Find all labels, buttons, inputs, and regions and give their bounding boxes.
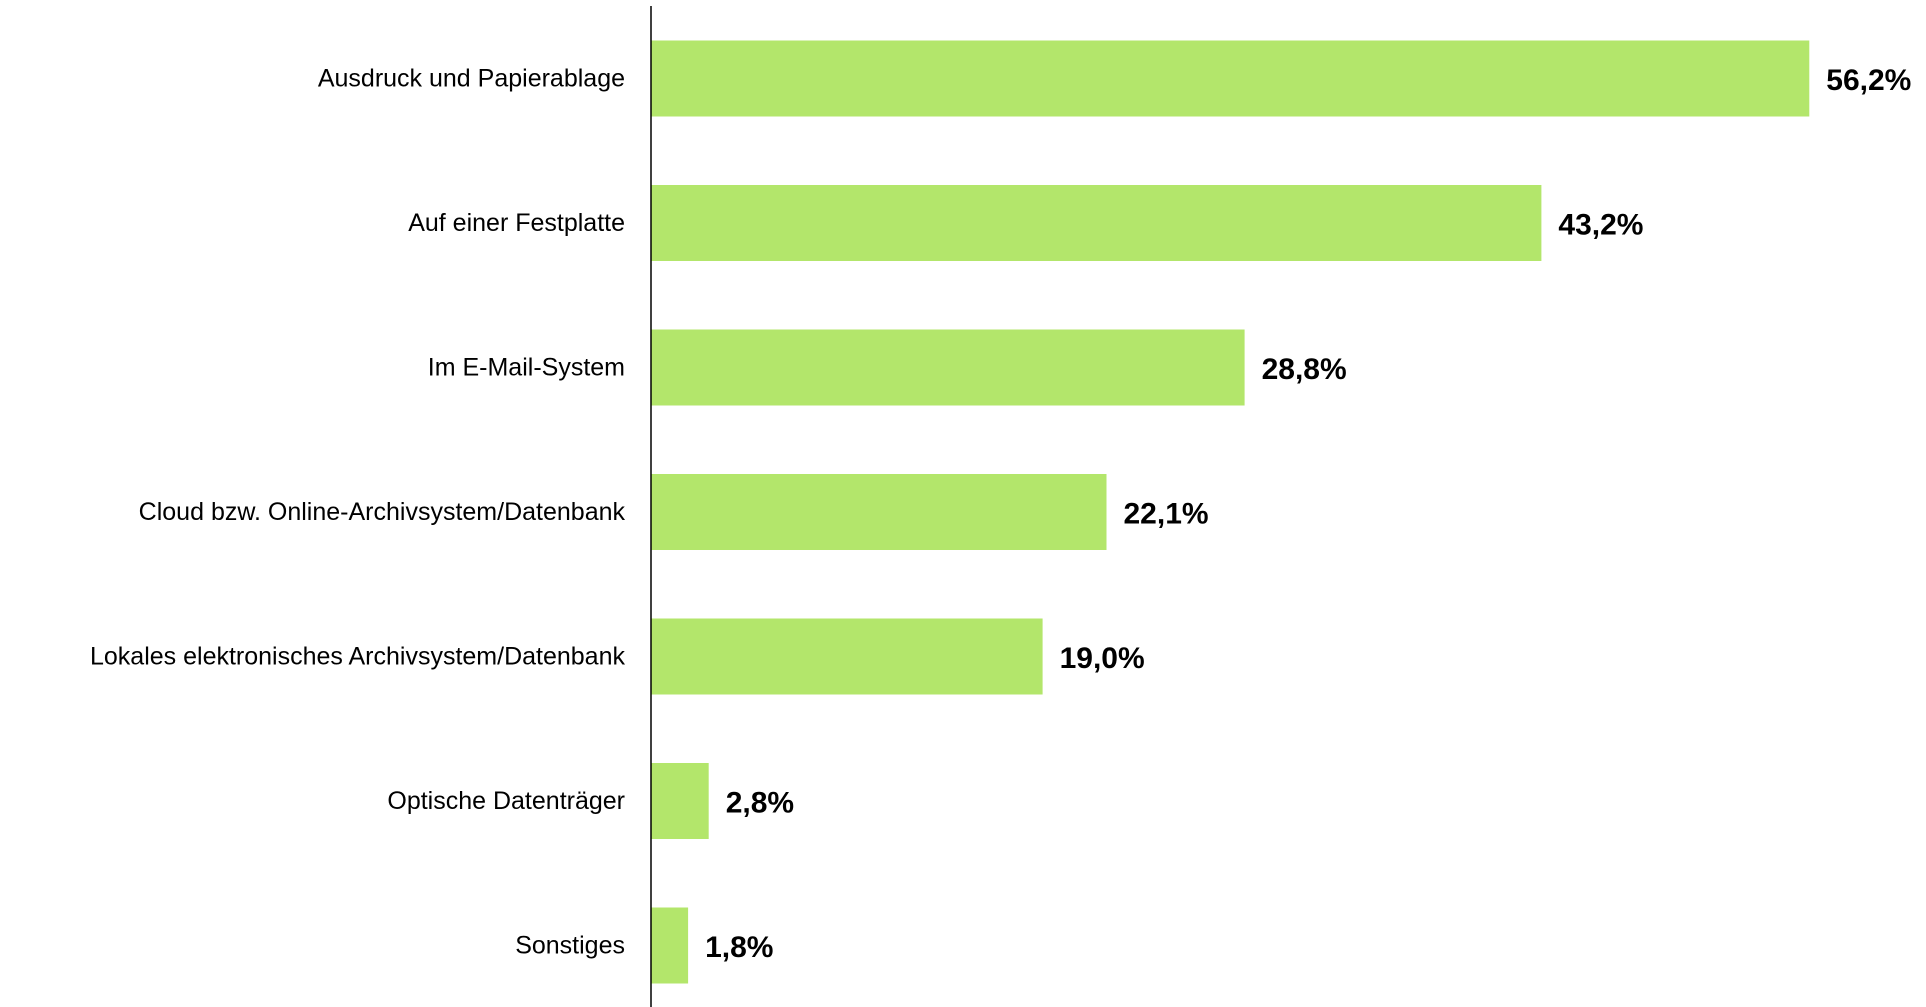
bar: [651, 618, 1043, 695]
category-label: Im E-Mail-System: [428, 354, 625, 382]
value-label: 28,8%: [1262, 353, 1347, 386]
bar: [651, 40, 1810, 117]
category-label: Cloud bzw. Online-Archivsystem/Datenbank: [139, 498, 626, 526]
bar: [651, 474, 1107, 550]
labels-layer: Ausdruck und Papierablage 56,2% Auf einer …: [90, 64, 1911, 964]
bars-layer: [651, 40, 1810, 984]
value-label: 43,2%: [1558, 209, 1643, 242]
value-label: 22,1%: [1124, 498, 1209, 531]
bar: [651, 763, 709, 839]
category-label: Lokales elektronisches Archivsystem/Date…: [90, 643, 625, 671]
value-label: 1,8%: [705, 931, 773, 964]
category-label: Auf einer Festplatte: [408, 209, 625, 237]
value-label: 19,0%: [1060, 642, 1145, 675]
category-label: Sonstiges: [515, 932, 625, 960]
bar: [651, 907, 689, 984]
value-label: 2,8%: [726, 787, 794, 820]
category-label: Ausdruck und Papierablage: [318, 65, 625, 93]
bar: [651, 185, 1542, 261]
category-label: Optische Datenträger: [387, 787, 625, 815]
value-label: 56,2%: [1826, 64, 1911, 97]
bar: [651, 329, 1245, 406]
